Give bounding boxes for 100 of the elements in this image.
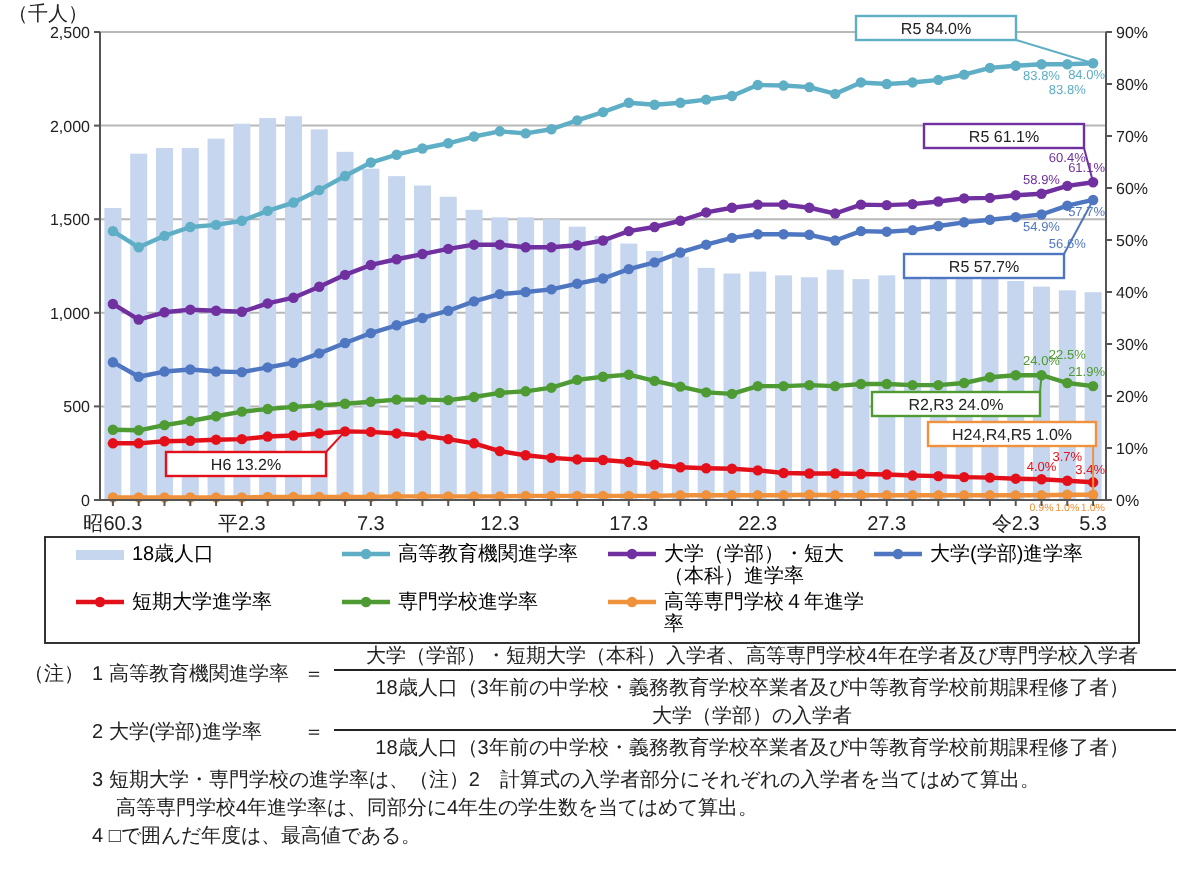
point [391, 254, 402, 265]
point [288, 401, 299, 413]
point [159, 436, 170, 447]
point [984, 62, 996, 74]
point [417, 394, 428, 405]
y2-tick-label: 0% [1116, 492, 1140, 510]
point [700, 387, 712, 398]
point [726, 463, 738, 474]
legend-label: 短期大学進学率 [132, 592, 274, 614]
y2-tick-label: 30% [1116, 336, 1149, 354]
point [185, 435, 196, 446]
point [933, 220, 944, 232]
point [855, 468, 867, 480]
point [236, 366, 248, 378]
point [881, 469, 892, 480]
point [520, 450, 531, 461]
y-axis-title: （千人） [8, 2, 88, 26]
legend-label: 大学（学部）・短大（本科）進学率 [664, 544, 846, 588]
point [365, 396, 377, 407]
point [1010, 370, 1021, 381]
point [210, 411, 222, 422]
text: 2 大学(学部)進学率 [92, 720, 262, 744]
point [546, 284, 557, 295]
point [314, 348, 325, 359]
point [339, 398, 351, 409]
point [443, 138, 454, 149]
point [649, 221, 660, 233]
point [572, 115, 583, 126]
y-tick-label: 2,000 [49, 117, 92, 136]
point [391, 320, 402, 331]
point [314, 428, 325, 439]
point [520, 242, 531, 253]
point [365, 259, 377, 271]
point [597, 106, 609, 118]
point [339, 337, 351, 349]
point [778, 199, 789, 210]
point [236, 215, 248, 226]
point [1062, 180, 1073, 192]
point [778, 229, 789, 240]
point [726, 202, 738, 213]
point [1062, 475, 1073, 486]
point [933, 379, 944, 391]
point [829, 88, 841, 100]
point [933, 74, 944, 86]
callout: R5 84.0% [854, 14, 1095, 65]
point [700, 94, 712, 105]
point [907, 379, 918, 391]
point [829, 208, 841, 219]
point [262, 403, 273, 415]
point [443, 433, 454, 445]
bar [775, 275, 793, 500]
y2-tick-label: 90% [1116, 24, 1149, 42]
y2-tick-label: 40% [1116, 284, 1149, 302]
point [417, 143, 428, 154]
point [185, 364, 196, 375]
x-tick-label: 7.3 [356, 514, 386, 536]
point [391, 428, 402, 439]
point [804, 229, 815, 240]
point [1010, 60, 1021, 71]
point [468, 131, 480, 142]
legend-label: 高等専門学校４年進学率 [664, 592, 866, 636]
y2-tick-label: 80% [1116, 76, 1149, 94]
x-tick-label: 17.3 [609, 514, 650, 536]
point [107, 424, 119, 435]
point [391, 149, 402, 160]
legend-label: 専門学校進学率 [398, 592, 540, 614]
point [417, 430, 428, 441]
y2-tick-label: 60% [1116, 180, 1149, 198]
legend-label: 高等教育機関進学率 [398, 544, 580, 566]
annotation: R5 57.7% [948, 258, 1020, 276]
x-tick-label: 令2.3 [991, 512, 1041, 536]
point [778, 467, 789, 479]
point [1036, 59, 1047, 70]
annotation: H6 13.2% [210, 456, 282, 474]
text: 大学（学部）の入学者 [652, 704, 852, 728]
callout: H6 13.2% [164, 430, 347, 478]
point [546, 452, 557, 464]
point [288, 430, 299, 441]
point [262, 205, 273, 217]
point [185, 304, 196, 315]
point [700, 239, 712, 250]
point [726, 90, 738, 102]
point [210, 305, 222, 316]
point [958, 217, 970, 228]
point [881, 199, 892, 211]
x-tick-label: 27.3 [867, 514, 908, 536]
point [443, 305, 454, 316]
y-tick-label: 0 [81, 492, 92, 510]
point [468, 296, 480, 307]
x-tick-label: 昭60.3 [83, 514, 144, 536]
point [675, 247, 686, 258]
point [778, 80, 789, 91]
point [958, 471, 970, 483]
y2-tick-label: 20% [1116, 388, 1149, 406]
point [288, 357, 299, 368]
point [675, 215, 686, 226]
legend-label: 大学(学部)進学率 [930, 544, 1086, 566]
point [907, 198, 918, 210]
y-tick-label: 1,500 [49, 211, 92, 230]
point [675, 381, 686, 392]
